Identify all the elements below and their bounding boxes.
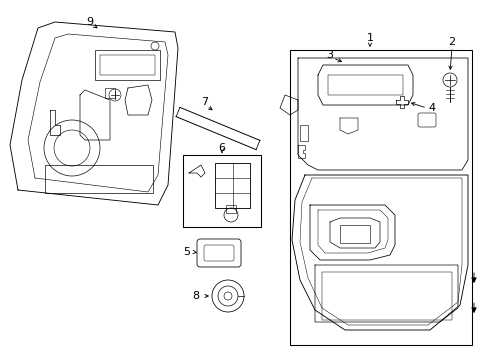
Bar <box>100 55 155 75</box>
Text: 2: 2 <box>447 37 455 47</box>
Text: 9: 9 <box>86 17 93 27</box>
Text: 3: 3 <box>326 50 333 60</box>
Text: 8: 8 <box>192 291 199 301</box>
Text: 6: 6 <box>218 143 225 153</box>
Bar <box>45 165 153 193</box>
Text: 7: 7 <box>201 97 208 107</box>
Bar <box>299 125 307 141</box>
Text: 5: 5 <box>183 247 190 257</box>
Bar <box>289 50 471 345</box>
Bar <box>215 163 249 208</box>
Bar <box>105 88 115 98</box>
Text: 4: 4 <box>427 103 434 113</box>
Bar <box>321 272 451 320</box>
Bar <box>95 50 160 80</box>
Bar <box>327 75 402 95</box>
Bar <box>183 155 261 227</box>
Bar <box>339 225 369 243</box>
Bar <box>225 205 236 213</box>
Text: 1: 1 <box>366 33 373 43</box>
